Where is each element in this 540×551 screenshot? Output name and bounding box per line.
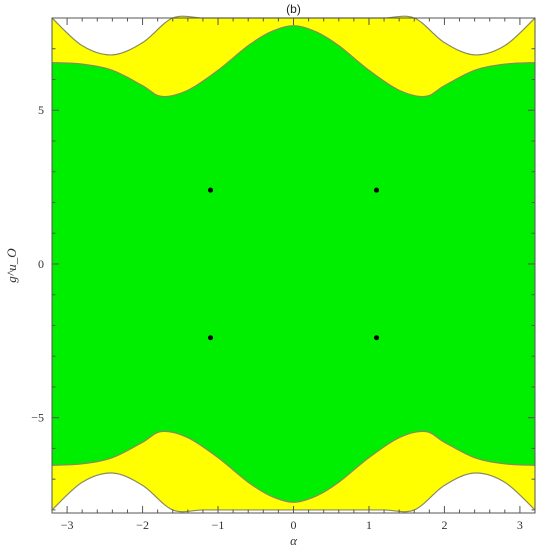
region-1 [52, 25, 535, 503]
x-tick-label: 1 [366, 518, 372, 532]
region-1-lower-boundary [51, 430, 536, 503]
x-tick-label: −2 [136, 518, 149, 532]
data-point [374, 335, 380, 341]
y-tick-label: −5 [31, 411, 44, 425]
data-point [374, 187, 380, 193]
data-point [207, 187, 213, 193]
points-layer [207, 187, 380, 341]
data-point [207, 335, 213, 341]
x-tick-label: −3 [61, 518, 74, 532]
y-tick-label: 0 [38, 257, 44, 271]
x-tick-label: 2 [441, 518, 447, 532]
y-tick-label: 5 [38, 103, 44, 117]
x-tick-label: 3 [517, 518, 523, 532]
region-1-upper-boundary [51, 25, 536, 98]
x-axis-label: α [290, 533, 298, 548]
chart-title: (b) [286, 2, 301, 16]
regions-layer [51, 15, 536, 513]
y-axis-label: g^u_O [4, 248, 19, 283]
ticks-layer: −3 −2 −1 0 1 2 3 −5 0 5 [31, 17, 536, 532]
x-tick-label: 0 [291, 518, 297, 532]
x-tick-label: −1 [212, 518, 225, 532]
